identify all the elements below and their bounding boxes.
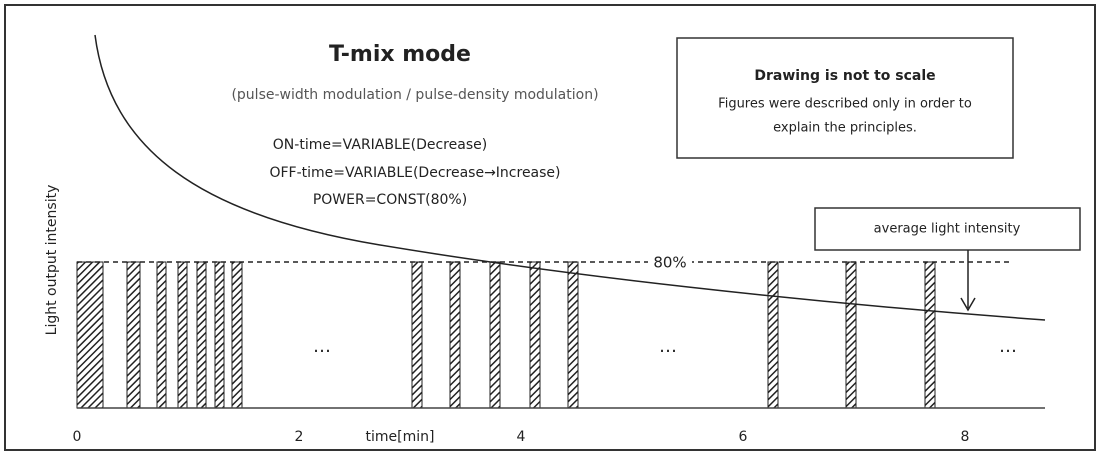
note-line: explain the principles. xyxy=(773,121,917,136)
pulse xyxy=(214,261,225,409)
pulse xyxy=(126,261,141,409)
level-label: 80% xyxy=(653,254,686,272)
pulse xyxy=(177,261,188,409)
y-axis-label: Light output intensity xyxy=(44,185,60,336)
pulses xyxy=(76,261,936,409)
pulse xyxy=(924,261,936,409)
pulse xyxy=(567,261,579,409)
note-heading: Drawing is not to scale xyxy=(754,68,935,84)
pulse xyxy=(489,261,501,409)
title: T-mix mode xyxy=(329,42,471,67)
decay-curve xyxy=(94,34,1046,321)
arrow-head xyxy=(960,297,976,312)
pulse xyxy=(449,261,461,409)
pulse xyxy=(767,261,779,409)
note-line: Figures were described only in order to xyxy=(718,97,972,112)
ellipsis: … xyxy=(313,336,331,357)
condition: ON-time=VARIABLE(Decrease) xyxy=(273,137,487,153)
ellipsis: … xyxy=(659,336,677,357)
condition: POWER=CONST(80%) xyxy=(313,192,467,208)
pulse xyxy=(156,261,167,409)
average-label: average light intensity xyxy=(874,222,1021,237)
subtitle: (pulse-width modulation / pulse-density … xyxy=(231,87,598,103)
ellipsis: … xyxy=(999,336,1017,357)
x-tick-label: 6 xyxy=(739,429,748,445)
pulse xyxy=(411,261,423,409)
average-box xyxy=(814,207,1081,251)
x-tick-label: 8 xyxy=(961,429,970,445)
pulse xyxy=(76,261,104,409)
condition: OFF-time=VARIABLE(Decrease→Increase) xyxy=(269,165,560,181)
frame xyxy=(4,4,1096,451)
pulse xyxy=(529,261,541,409)
pulse xyxy=(231,261,243,409)
pulse xyxy=(196,261,207,409)
x-tick-label: 0 xyxy=(73,429,82,445)
note-box xyxy=(676,37,1014,159)
x-tick-label: 4 xyxy=(517,429,526,445)
pulse xyxy=(845,261,857,409)
x-tick-label: 2 xyxy=(295,429,304,445)
x-axis-label: time[min] xyxy=(366,429,435,445)
x-ticks: 0 2 4 6 8 xyxy=(73,429,970,445)
level-label-bg xyxy=(648,252,692,272)
